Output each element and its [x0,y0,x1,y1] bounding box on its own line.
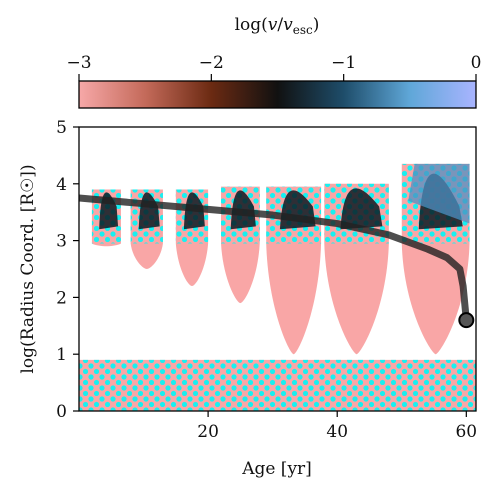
y-tick-label: 1 [56,345,67,365]
x-tick-label: 20 [197,422,219,442]
colorbar-ticks: −3 −2 −1 0 [66,53,481,81]
x-axis-title: Age [yr] [241,459,312,479]
y-tick-label: 4 [56,175,67,195]
y-tick-label: 0 [56,402,67,422]
colorbar-tick-label: 0 [471,53,482,73]
colorbar-tick-label: −1 [331,53,356,73]
y-tick-label: 2 [56,288,67,308]
y-axis-title: log(Radius Coord. [R☉]) [18,164,38,373]
y-tick-label: 5 [56,118,67,138]
colorbar-tick-label: −2 [199,53,224,73]
core-dots [79,359,476,411]
y-tick-label: 3 [56,232,67,252]
outflow-wedge [340,188,383,230]
x-tick-label: 40 [326,422,348,442]
end-marker [458,312,475,329]
colorbar [78,80,477,109]
fast-outflow-patch [408,163,470,224]
colorbar-tick-label: −3 [66,53,91,73]
photosphere-line [79,194,470,324]
x-tick-label: 60 [455,422,477,442]
plot-frame [78,126,477,412]
axis-ticks: 20 40 60 0 1 2 3 4 5 [56,118,477,442]
plot-area [79,163,476,411]
colorbar-title: log(v/vesc) [235,15,320,37]
